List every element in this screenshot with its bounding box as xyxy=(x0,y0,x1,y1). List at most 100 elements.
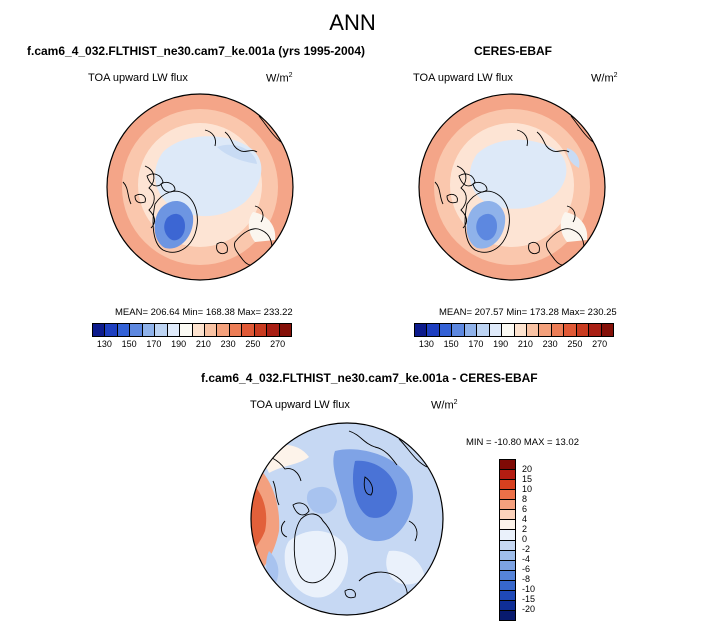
colorbar-tick-label: 190 xyxy=(171,339,187,349)
panel-title-diff: f.cam6_4_032.FLTHIST_ne30.cam7_ke.001a -… xyxy=(201,371,538,385)
colorbar-tick-label: -10 xyxy=(522,584,536,594)
colorbar-ticks-model: 130 150 170 190 210 230 250 270 xyxy=(92,339,292,351)
polar-map-obs xyxy=(418,93,606,281)
colorbar-tick-label: 210 xyxy=(195,339,211,349)
colorbar-swatch xyxy=(500,580,515,591)
colorbar-tick-label: -4 xyxy=(522,554,531,564)
colorbar-tick-label: 20 xyxy=(522,464,533,474)
stats-model: MEAN= 206.64 Min= 168.38 Max= 233.22 xyxy=(115,307,293,318)
colorbar-tick-label: 270 xyxy=(270,339,286,349)
colorbar-tick-label: 4 xyxy=(522,514,528,524)
colorbar-tick-label: 150 xyxy=(443,339,459,349)
colorbar-swatch xyxy=(242,324,255,336)
colorbar-swatch xyxy=(601,324,613,336)
variable-label-model: TOA upward LW flux xyxy=(88,72,188,84)
colorbar-tick-label: 170 xyxy=(146,339,162,349)
colorbar-tick-label: -20 xyxy=(522,604,536,614)
colorbar-swatch xyxy=(254,324,268,336)
colorbar-tick-label: -8 xyxy=(522,574,531,584)
colorbar-swatch xyxy=(500,550,515,561)
colorbar-tick-label: -2 xyxy=(522,544,531,554)
colorbar-tick-label: 6 xyxy=(522,504,528,514)
colorbar-swatch xyxy=(500,510,515,521)
colorbar-tick-label: 2 xyxy=(522,524,528,534)
colorbar-tick-label: 190 xyxy=(493,339,509,349)
polar-map-model xyxy=(106,93,294,281)
colorbar-swatch xyxy=(204,324,218,336)
colorbar-swatch xyxy=(117,324,131,336)
colorbar-swatch xyxy=(551,324,565,336)
colorbar-swatch xyxy=(500,480,515,491)
colorbar-swatch xyxy=(415,324,428,336)
colorbar-swatch xyxy=(500,530,515,541)
colorbar-swatch xyxy=(539,324,552,336)
colorbar-tick-label: 150 xyxy=(121,339,137,349)
colorbar-swatch xyxy=(500,500,515,511)
colorbar-swatch xyxy=(439,324,453,336)
units-label-diff: W/m2 xyxy=(431,399,458,412)
colorbar-swatch xyxy=(502,324,515,336)
colorbar-tick-label: 10 xyxy=(522,484,533,494)
units-label-obs: W/m2 xyxy=(591,72,618,85)
colorbar-tick-label: 250 xyxy=(245,339,261,349)
colorbar-tick-label: 270 xyxy=(592,339,608,349)
polar-map-diff xyxy=(250,422,444,616)
colorbar-swatch xyxy=(105,324,118,336)
colorbar-swatch xyxy=(167,324,181,336)
colorbar-swatch xyxy=(130,324,143,336)
colorbar-tick-label: -15 xyxy=(522,594,536,604)
colorbar-swatch xyxy=(279,324,291,336)
colorbar-tick-label: 170 xyxy=(468,339,484,349)
colorbar-swatch xyxy=(500,600,515,611)
colorbar-obs xyxy=(414,323,614,337)
colorbar-tick-label: 210 xyxy=(517,339,533,349)
colorbar-swatch xyxy=(514,324,527,336)
panel-title-obs: CERES-EBAF xyxy=(474,44,553,58)
colorbar-tick-label: -6 xyxy=(522,564,531,574)
colorbar-tick-label: 250 xyxy=(567,339,583,349)
colorbar-tick-label: 130 xyxy=(418,339,434,349)
units-label-model: W/m2 xyxy=(266,72,293,85)
colorbar-model xyxy=(92,323,292,337)
colorbar-swatch xyxy=(500,560,515,571)
colorbar-swatch xyxy=(477,324,490,336)
colorbar-swatch xyxy=(500,490,515,501)
colorbar-swatch xyxy=(500,460,515,471)
variable-label-diff: TOA upward LW flux xyxy=(250,399,350,411)
colorbar-swatch xyxy=(229,324,243,336)
colorbar-swatch xyxy=(155,324,168,336)
colorbar-swatch xyxy=(489,324,503,336)
stats-diff: MIN = -10.80 MAX = 13.02 xyxy=(466,437,580,448)
colorbar-swatch xyxy=(500,520,515,531)
colorbar-tick-label: 8 xyxy=(522,494,528,504)
colorbar-swatch xyxy=(464,324,478,336)
coastlines xyxy=(122,115,282,267)
colorbar-swatch xyxy=(217,324,230,336)
colorbar-tick-label: 15 xyxy=(522,474,533,484)
colorbar-swatch xyxy=(93,324,106,336)
colorbar-tick-label: 230 xyxy=(542,339,558,349)
stats-obs: MEAN= 207.57 Min= 173.28 Max= 230.25 xyxy=(439,307,617,318)
colorbar-swatch xyxy=(500,590,515,601)
colorbar-swatch xyxy=(427,324,440,336)
colorbar-tick-label: 130 xyxy=(96,339,112,349)
colorbar-swatch xyxy=(452,324,465,336)
colorbar-swatch xyxy=(500,570,515,581)
colorbar-swatch xyxy=(500,540,515,551)
colorbar-ticks-obs: 130 150 170 190 210 230 250 270 xyxy=(414,339,614,351)
main-title: ANN xyxy=(329,10,376,35)
colorbar-swatch xyxy=(142,324,156,336)
colorbar-swatch xyxy=(564,324,577,336)
colorbar-swatch xyxy=(500,610,515,620)
colorbar-swatch xyxy=(180,324,193,336)
colorbar-tick-label: 0 xyxy=(522,534,528,544)
colorbar-swatch xyxy=(576,324,590,336)
colorbar-ticks-diff: 20 15 10 8 6 4 2 0 -2 -4 -6 -8 -10 -15 -20 xyxy=(522,459,552,621)
colorbar-swatch xyxy=(526,324,540,336)
colorbar-diff xyxy=(499,459,516,621)
panel-title-model: f.cam6_4_032.FLTHIST_ne30.cam7_ke.001a (… xyxy=(27,44,365,58)
colorbar-swatch xyxy=(192,324,205,336)
colorbar-swatch xyxy=(589,324,602,336)
colorbar-swatch xyxy=(267,324,280,336)
variable-label-obs: TOA upward LW flux xyxy=(413,72,513,84)
